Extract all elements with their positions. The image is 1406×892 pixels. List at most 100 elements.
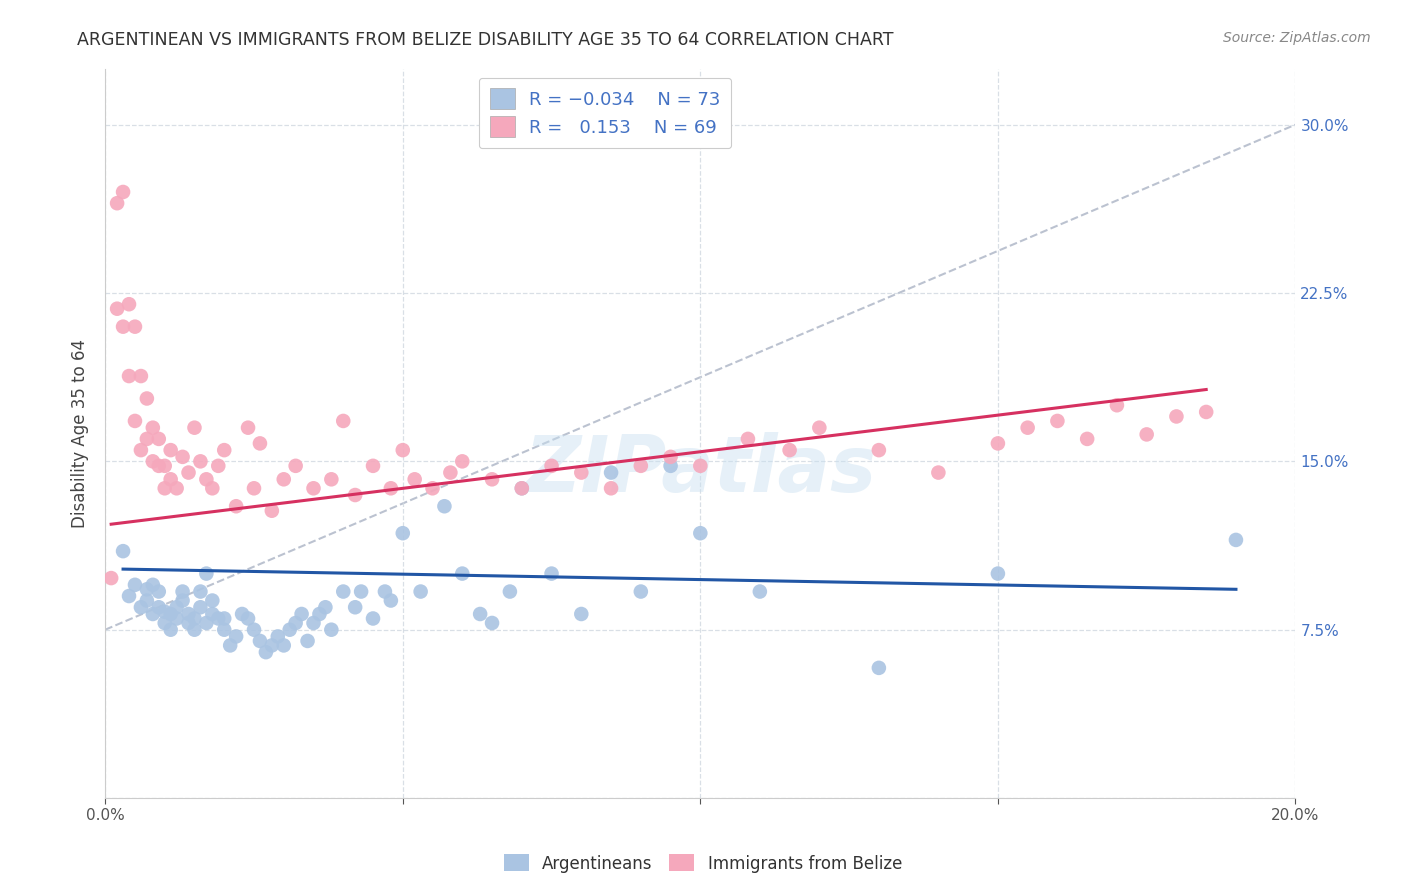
Point — [361, 611, 384, 625]
Point — [689, 458, 711, 473]
Point — [659, 450, 682, 464]
Point — [129, 600, 152, 615]
Point — [105, 301, 128, 316]
Point — [225, 500, 247, 514]
Point — [1195, 405, 1218, 419]
Point — [148, 432, 170, 446]
Point — [195, 615, 218, 630]
Text: Source: ZipAtlas.com: Source: ZipAtlas.com — [1223, 31, 1371, 45]
Point — [231, 607, 253, 621]
Point — [207, 458, 229, 473]
Point — [100, 571, 122, 585]
Point — [135, 593, 157, 607]
Point — [868, 661, 890, 675]
Point — [278, 623, 301, 637]
Point — [439, 466, 461, 480]
Point — [212, 611, 235, 625]
Point — [481, 615, 503, 630]
Point — [190, 454, 212, 468]
Point — [868, 443, 890, 458]
Text: ZIPatlas: ZIPatlas — [524, 432, 876, 508]
Point — [284, 458, 307, 473]
Point — [308, 607, 330, 621]
Point — [540, 458, 562, 473]
Point — [380, 481, 402, 495]
Point — [260, 639, 283, 653]
Point — [153, 481, 176, 495]
Point — [243, 481, 266, 495]
Point — [249, 436, 271, 450]
Y-axis label: Disability Age 35 to 64: Disability Age 35 to 64 — [72, 339, 89, 528]
Point — [201, 593, 224, 607]
Point — [112, 544, 135, 558]
Point — [422, 481, 444, 495]
Point — [177, 615, 200, 630]
Point — [153, 605, 176, 619]
Point — [350, 584, 373, 599]
Point — [302, 615, 325, 630]
Point — [207, 611, 229, 625]
Point — [510, 481, 533, 495]
Point — [159, 607, 181, 621]
Point — [344, 600, 367, 615]
Legend: R = −0.034    N = 73, R =   0.153    N = 69: R = −0.034 N = 73, R = 0.153 N = 69 — [478, 78, 731, 148]
Point — [779, 443, 801, 458]
Point — [105, 196, 128, 211]
Point — [159, 472, 181, 486]
Point — [142, 420, 165, 434]
Point — [1166, 409, 1188, 424]
Point — [433, 500, 456, 514]
Point — [201, 481, 224, 495]
Point — [1017, 420, 1039, 434]
Point — [391, 443, 413, 458]
Point — [404, 472, 426, 486]
Point — [172, 450, 194, 464]
Point — [129, 369, 152, 384]
Point — [344, 488, 367, 502]
Point — [201, 607, 224, 621]
Point — [600, 466, 623, 480]
Point — [451, 566, 474, 581]
Point — [148, 600, 170, 615]
Point — [243, 623, 266, 637]
Point — [142, 607, 165, 621]
Point — [225, 629, 247, 643]
Point — [183, 611, 205, 625]
Point — [987, 566, 1010, 581]
Point — [1105, 398, 1128, 412]
Point — [451, 454, 474, 468]
Point — [391, 526, 413, 541]
Point — [177, 607, 200, 621]
Point — [129, 443, 152, 458]
Point — [183, 623, 205, 637]
Point — [249, 634, 271, 648]
Point — [1046, 414, 1069, 428]
Point — [124, 414, 146, 428]
Point — [927, 466, 949, 480]
Point — [159, 443, 181, 458]
Point — [118, 297, 141, 311]
Point — [297, 634, 319, 648]
Point — [177, 466, 200, 480]
Point — [630, 458, 652, 473]
Point — [302, 481, 325, 495]
Point — [183, 420, 205, 434]
Point — [190, 600, 212, 615]
Point — [540, 566, 562, 581]
Point — [659, 458, 682, 473]
Point — [284, 615, 307, 630]
Point — [124, 319, 146, 334]
Point — [332, 414, 354, 428]
Point — [190, 584, 212, 599]
Text: ARGENTINEAN VS IMMIGRANTS FROM BELIZE DISABILITY AGE 35 TO 64 CORRELATION CHART: ARGENTINEAN VS IMMIGRANTS FROM BELIZE DI… — [77, 31, 894, 49]
Point — [267, 629, 290, 643]
Point — [409, 584, 432, 599]
Point — [332, 584, 354, 599]
Point — [159, 623, 181, 637]
Point — [600, 481, 623, 495]
Point — [1225, 533, 1247, 547]
Point — [212, 443, 235, 458]
Point — [135, 392, 157, 406]
Point — [212, 623, 235, 637]
Point — [135, 582, 157, 597]
